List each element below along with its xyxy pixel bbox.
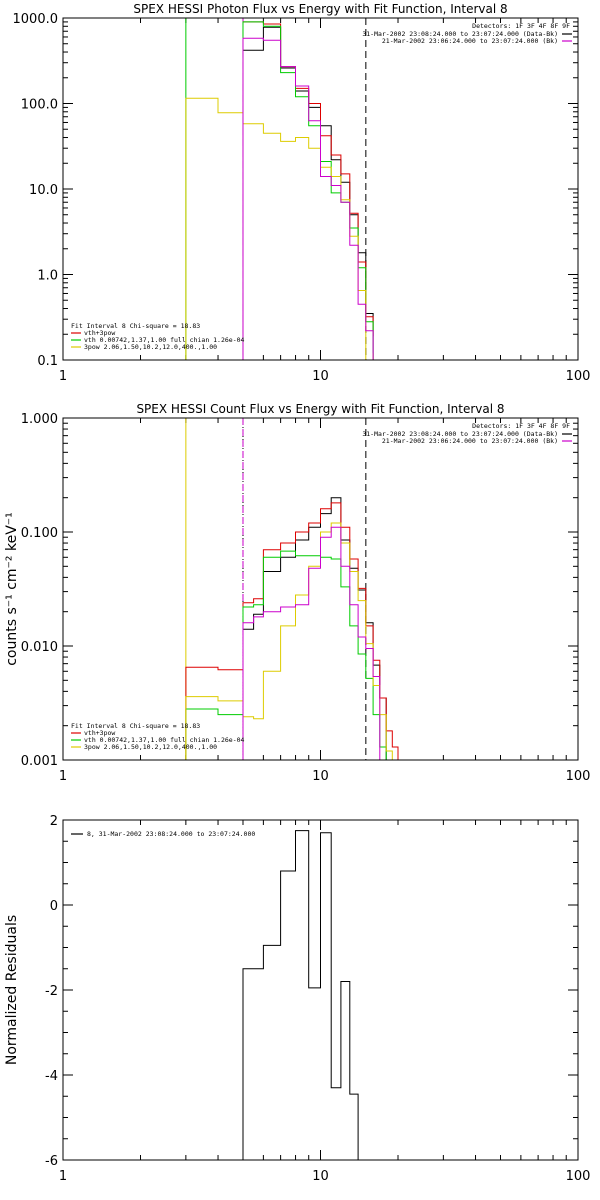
chart-title: SPEX HESSI Count Flux vs Energy with Fit… <box>136 402 504 416</box>
time-range-label: 31-Mar-2002 23:08:24.000 to 23:07:24.000… <box>362 430 558 438</box>
plot-frame <box>62 819 579 1161</box>
y-tick-label: 2 <box>50 814 58 829</box>
y-tick-label: -6 <box>45 1154 58 1169</box>
y-tick-label: 1000.0 <box>13 12 59 27</box>
legend-entry: 3pow 2.06,1.50,10.2,12.0,400.,1.00 <box>84 343 217 351</box>
x-tick-label: 100 <box>566 369 591 384</box>
plot-frame <box>62 17 579 361</box>
series-line-4 <box>185 97 374 360</box>
series-group <box>185 497 399 760</box>
x-axis-ticks: 1 10 100 <box>59 820 591 1184</box>
plot-frame <box>62 417 579 761</box>
y-tick-label: 10.0 <box>29 183 58 198</box>
fit-info-label: Fit Interval 8 Chi-square = 18.83 <box>71 722 200 730</box>
series-group <box>185 21 374 360</box>
series-line-1 <box>242 26 374 360</box>
x-axis-ticks: 1 10 100 <box>59 18 591 384</box>
x-tick-label: 100 <box>566 769 591 784</box>
y-axis-ticks: 0.001 0.010 0.100 1.000 <box>21 412 578 769</box>
legend-entry: vth+3pow <box>84 729 115 737</box>
legend-entry: 8, 31-Mar-2002 23:08:24.000 to 23:07:24.… <box>87 830 255 838</box>
series-line-4 <box>185 522 393 760</box>
time-range-label: 21-Mar-2002 23:06:24.000 to 23:07:24.000… <box>382 437 558 445</box>
x-tick-label: 1 <box>59 369 67 384</box>
time-range-label: 21-Mar-2002 23:06:24.000 to 23:07:24.000… <box>382 37 558 45</box>
y-axis-label: counts s⁻¹ cm⁻² keV⁻¹ <box>4 512 20 666</box>
x-tick-label: 100 <box>566 1169 591 1184</box>
chart-panel-2: SPEX HESSI Count Flux vs Energy with Fit… <box>4 402 590 784</box>
x-tick-label: 1 <box>59 769 67 784</box>
series-line-3 <box>242 21 374 360</box>
chart-panel-1: SPEX HESSI Photon Flux vs Energy with Fi… <box>13 2 591 384</box>
legend-entry: vth 0.00742,1.37,1.00 full chian 1.26e-0… <box>84 336 245 344</box>
fit-info-label: Fit Interval 8 Chi-square = 18.83 <box>71 322 200 330</box>
x-tick-label: 1 <box>59 1169 67 1184</box>
y-tick-label: 1.000 <box>21 412 58 427</box>
series-line-1 <box>242 497 387 760</box>
series-group <box>242 830 366 1160</box>
y-tick-label: 0.001 <box>21 754 58 769</box>
y-tick-label: 1.0 <box>37 269 58 284</box>
y-tick-label: -2 <box>45 984 58 999</box>
series-line-5 <box>242 37 374 360</box>
x-tick-label: 10 <box>312 769 329 784</box>
reference-lines <box>185 18 367 360</box>
detectors-label: Detectors: 1F 3F 4F 8F 9F <box>472 422 570 430</box>
series-line-1 <box>242 830 366 1160</box>
chart-panel-3: Normalized Residuals 1 10 100 -6 -4 -2 0 2 8, 31-… <box>4 814 590 1184</box>
y-tick-label: 0.1 <box>37 354 58 369</box>
y-tick-label: 0.100 <box>21 526 58 541</box>
legend-entry: vth+3pow <box>84 329 115 337</box>
legend-entry: 3pow 2.06,1.50,10.2,12.0,400.,1.00 <box>84 743 217 751</box>
x-tick-label: 10 <box>312 369 329 384</box>
y-axis-ticks: -6 -4 -2 0 2 <box>45 814 578 1169</box>
y-tick-label: -4 <box>45 1069 58 1084</box>
series-line-2 <box>242 21 374 360</box>
y-axis-ticks: 0.1 1.0 10.0 100.0 1000.0 <box>13 12 578 369</box>
series-line-3 <box>185 550 387 760</box>
legend-entry: vth 0.00742,1.37,1.00 full chian 1.26e-0… <box>84 736 245 744</box>
x-tick-label: 10 <box>312 1169 329 1184</box>
time-range-label: 31-Mar-2002 23:08:24.000 to 23:07:24.000… <box>362 30 558 38</box>
y-tick-label: 100.0 <box>21 98 58 113</box>
chart-title: SPEX HESSI Photon Flux vs Energy with Fi… <box>133 2 507 16</box>
y-tick-label: 0.010 <box>21 640 58 655</box>
y-axis-label: Normalized Residuals <box>4 915 20 1065</box>
detectors-label: Detectors: 1F 3F 4F 8F 9F <box>472 22 570 30</box>
series-line-5 <box>242 526 381 760</box>
y-tick-label: 0 <box>50 899 58 914</box>
